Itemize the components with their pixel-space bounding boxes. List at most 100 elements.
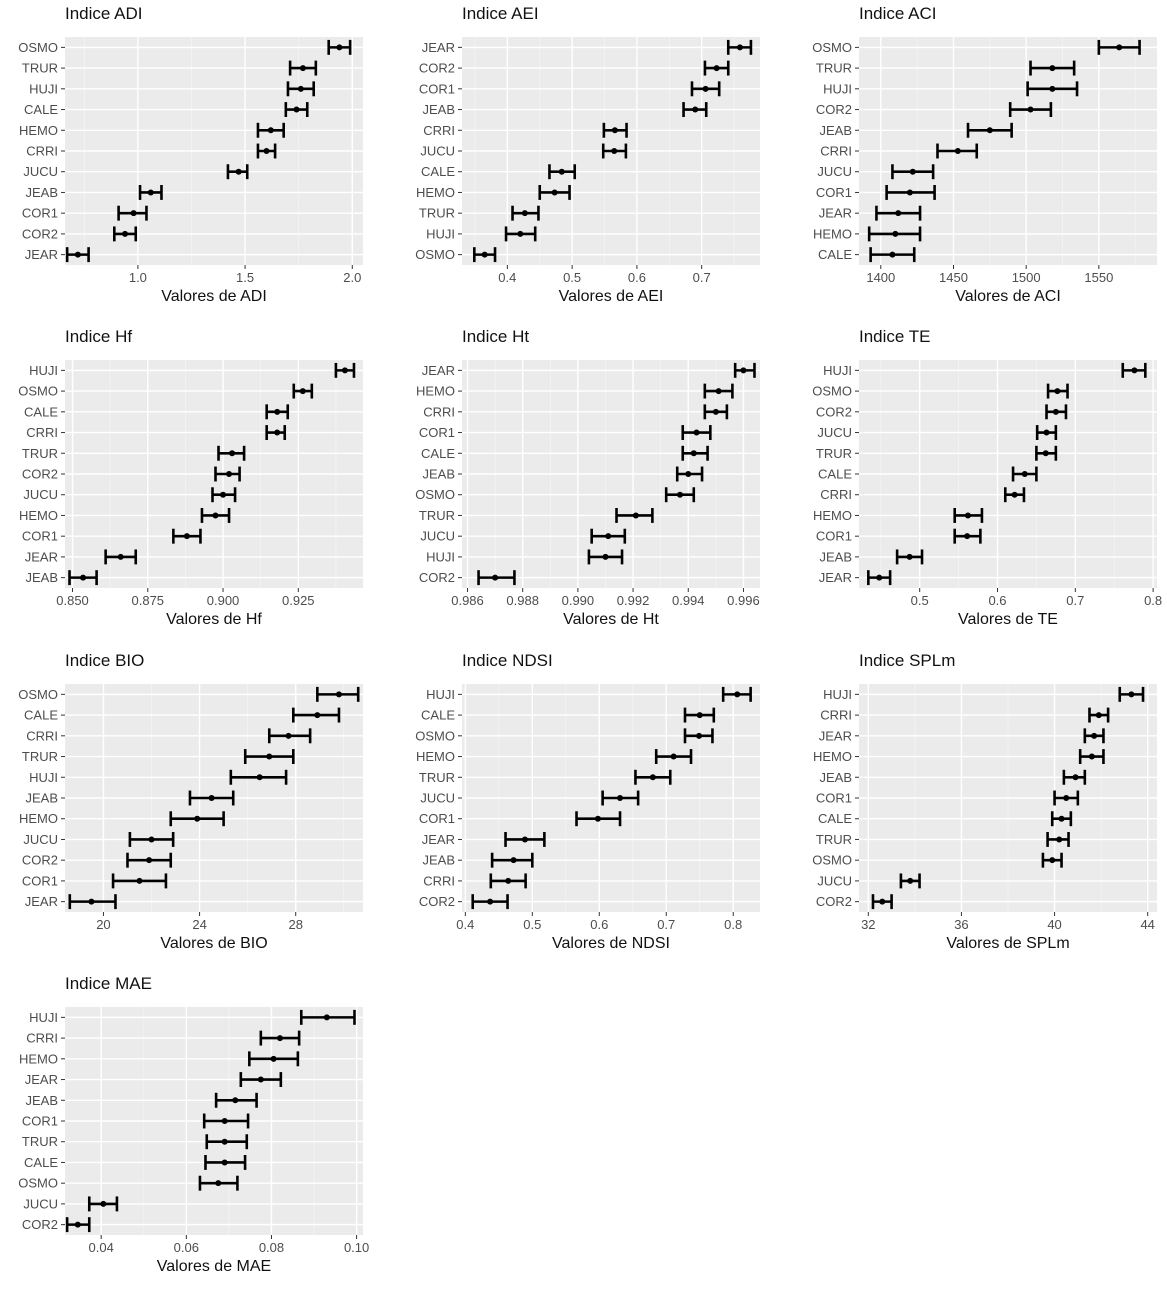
- y-category-label: CRRI: [820, 708, 852, 723]
- mean-point: [147, 189, 154, 196]
- y-category-label: COR1: [419, 425, 455, 440]
- mean-point: [954, 148, 961, 154]
- panel-aci: Indice ACI 1400 1450 1500 1550 OSMO TRUR HUJI C…: [794, 0, 1167, 322]
- x-tick-label: 0.990: [562, 593, 595, 608]
- mean-point: [521, 210, 528, 217]
- mean-point: [617, 795, 624, 801]
- x-tick-label: 24: [192, 917, 206, 932]
- y-category-label: CRRI: [820, 144, 852, 159]
- mean-point: [1088, 753, 1095, 760]
- x-tick-label: 0.8: [1144, 593, 1162, 608]
- mean-point: [907, 877, 914, 884]
- panel-title-ndsi: Indice NDSI: [462, 651, 553, 670]
- y-category-label: HEMO: [813, 508, 852, 523]
- y-category-label: JUCU: [817, 425, 852, 440]
- y-category-label: JEAR: [422, 363, 455, 378]
- panel-aei: Indice AEI 0.4 0.5 0.6 0.7 JEAR COR2 COR1 JEAB C…: [397, 0, 786, 322]
- y-category-label: JEAB: [422, 102, 455, 117]
- y-category-label: COR1: [22, 1114, 58, 1129]
- y-category-label: JEAR: [819, 206, 852, 221]
- y-category-label: OSMO: [415, 487, 455, 502]
- chart-hf: 0.850 0.875 0.900 0.925 HUJI OSMO CALE CRRI TRUR…: [18, 360, 363, 628]
- x-tick-label: 0.5: [563, 270, 581, 285]
- mean-point: [611, 148, 618, 154]
- y-category-label: HUJI: [29, 81, 58, 96]
- y-category-label: HEMO: [416, 185, 455, 200]
- y-category-label: COR2: [22, 226, 58, 241]
- mean-point: [481, 251, 488, 258]
- y-category-label: OSMO: [812, 40, 852, 55]
- x-tick-label: 0.996: [727, 593, 760, 608]
- mean-point: [1011, 491, 1018, 498]
- x-axis-title: Valores de ACI: [955, 288, 1061, 305]
- mean-point: [611, 127, 618, 134]
- mean-point: [895, 210, 902, 217]
- y-category-label: CALE: [818, 467, 852, 482]
- mean-point: [74, 251, 81, 258]
- y-category-label: COR1: [22, 206, 58, 221]
- y-category-label: COR2: [22, 1217, 58, 1232]
- mean-point: [964, 512, 971, 519]
- mean-point: [510, 857, 517, 864]
- mean-point: [117, 553, 124, 560]
- mean-point: [293, 106, 300, 113]
- mean-point: [702, 85, 709, 92]
- x-tick-label: 0.925: [282, 593, 315, 608]
- chart-aci: 1400 1450 1500 1550 OSMO TRUR HUJI COR2 JEAB CRRI…: [812, 37, 1157, 305]
- mean-point: [649, 774, 656, 781]
- mean-point: [551, 189, 558, 196]
- mean-point: [1056, 836, 1063, 843]
- panel-splm: Indice SPLm 32 36 40 44 HUJI CRRI JEAR HEMO JEAB…: [794, 647, 1167, 969]
- mean-point: [221, 1118, 228, 1124]
- mean-point: [220, 491, 227, 498]
- y-category-label: HEMO: [19, 1051, 58, 1066]
- x-tick-label: 0.6: [628, 270, 646, 285]
- mean-point: [235, 168, 242, 175]
- mean-point: [256, 774, 263, 781]
- mean-point: [100, 1200, 107, 1207]
- mean-point: [276, 1035, 283, 1042]
- x-axis-title: Valores de ADI: [161, 288, 267, 305]
- panel-ndsi: Indice NDSI 0.4 0.5 0.6 0.7 0.8 HUJI CALE OSMO H…: [397, 647, 786, 969]
- mean-point: [1116, 44, 1123, 51]
- mean-point: [221, 1138, 228, 1145]
- y-category-label: JUCU: [817, 873, 852, 888]
- x-axis-title: Valores de Ht: [563, 611, 659, 628]
- x-tick-label: 0.6: [590, 917, 608, 932]
- y-category-label: HUJI: [426, 226, 455, 241]
- y-category-label: OSMO: [415, 247, 455, 262]
- mean-point: [1131, 367, 1138, 374]
- y-category-label: TRUR: [816, 61, 852, 76]
- y-category-label: HUJI: [29, 363, 58, 378]
- y-category-label: CRRI: [26, 144, 58, 159]
- y-category-label: COR2: [419, 570, 455, 585]
- y-category-label: COR2: [22, 467, 58, 482]
- y-category-label: OSMO: [812, 853, 852, 868]
- mean-point: [517, 230, 524, 237]
- mean-point: [906, 189, 913, 196]
- mean-point: [676, 491, 683, 498]
- y-category-label: OSMO: [18, 40, 58, 55]
- y-category-label: HUJI: [426, 687, 455, 702]
- y-category-label: JEAR: [25, 894, 58, 909]
- x-tick-label: 0.7: [1066, 593, 1084, 608]
- y-category-label: CRRI: [820, 487, 852, 502]
- y-category-label: TRUR: [22, 61, 58, 76]
- mean-point: [712, 408, 719, 415]
- x-tick-label: 40: [1047, 917, 1061, 932]
- x-tick-label: 1500: [1012, 270, 1041, 285]
- x-tick-label: 0.06: [174, 1240, 199, 1255]
- mean-point: [212, 512, 219, 519]
- mean-point: [299, 388, 306, 395]
- y-category-label: JEAR: [819, 570, 852, 585]
- y-category-label: HEMO: [19, 811, 58, 826]
- y-category-label: TRUR: [22, 1134, 58, 1149]
- y-category-label: COR2: [816, 894, 852, 909]
- mean-point: [194, 815, 201, 822]
- x-tick-label: 0.6: [988, 593, 1006, 608]
- y-category-label: JEAB: [819, 770, 852, 785]
- mean-point: [232, 1097, 239, 1104]
- mean-point: [1042, 450, 1049, 457]
- x-tick-label: 1.5: [236, 270, 254, 285]
- y-category-label: CALE: [421, 164, 455, 179]
